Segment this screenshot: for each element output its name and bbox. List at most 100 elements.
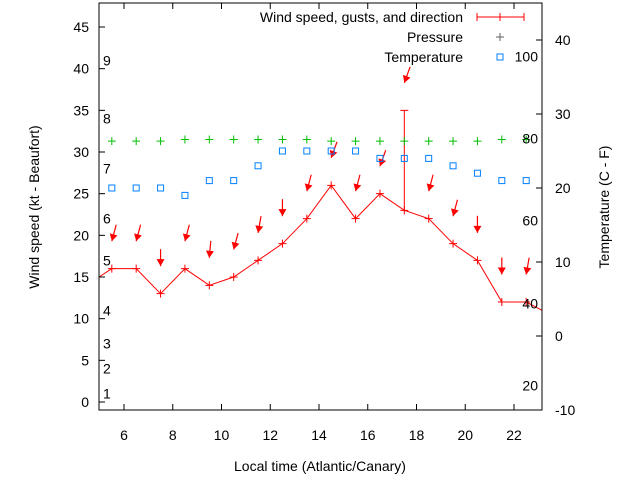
pressure-point (180, 135, 189, 144)
wind-direction-arrowhead (278, 209, 287, 217)
y-tick-label: 10 (73, 311, 89, 327)
y2-tick-label: 40 (555, 32, 571, 48)
temperature-point (205, 177, 213, 185)
pressure-point (156, 137, 165, 146)
pressure-point (400, 137, 409, 146)
wind-speed-point (180, 264, 189, 273)
temperature-point (473, 169, 481, 177)
temperature-point (157, 184, 165, 192)
wind-direction-arrowhead (255, 225, 264, 233)
wind-speed-point (205, 281, 214, 290)
temperature-point (303, 147, 311, 155)
temperature-point (449, 162, 457, 170)
temperature-point (400, 154, 408, 162)
beaufort-label: 8 (103, 111, 111, 127)
legend-marker-wind (476, 13, 525, 21)
temperature-point (327, 147, 335, 155)
beaufort-label: 2 (103, 361, 111, 377)
wind-direction-arrowhead (304, 183, 313, 192)
wind-speed-point (449, 239, 458, 248)
wind-direction-arrowhead (231, 241, 240, 250)
y-tick-label: 5 (81, 352, 89, 368)
x-tick-label: 22 (506, 427, 522, 443)
wind-direction-arrowhead (451, 208, 459, 217)
wind-direction-arrowhead (134, 233, 142, 242)
wind-speed-point (424, 214, 433, 223)
pressure-point (132, 137, 141, 146)
legend-marker-temperature (496, 53, 504, 61)
temperature-point (425, 154, 433, 162)
y-tick-label: 30 (73, 144, 89, 160)
beaufort-label: 5 (103, 252, 111, 268)
y2-tick-label: -10 (555, 402, 575, 418)
pressure-point (351, 137, 360, 146)
wind-speed-point (254, 256, 263, 265)
wind-direction-arrowhead (497, 267, 506, 275)
beaufort-label: 4 (103, 302, 111, 318)
wind-direction-arrowhead (402, 74, 411, 83)
y2-tick-label: 10 (555, 254, 571, 270)
legend-marker-pressure (496, 33, 504, 41)
wind-speed-point (229, 273, 238, 282)
y-tick-label: 35 (73, 102, 89, 118)
temperature-point (278, 147, 286, 155)
pressure-point (229, 135, 238, 144)
wind-speed-point (107, 264, 116, 273)
wind-speed-point (302, 214, 311, 223)
wind-direction-arrowhead (205, 250, 214, 258)
pressure-point (497, 135, 506, 144)
wind-speed-point (473, 256, 482, 265)
wind-direction-arrowhead (523, 266, 532, 275)
x-tick-label: 16 (360, 427, 376, 443)
beaufort-label: 7 (103, 161, 111, 177)
pressure-point (375, 137, 384, 146)
legend: Wind speed, gusts, and direction Pressur… (260, 9, 525, 65)
fahrenheit-label: 80 (522, 130, 538, 146)
legend-label-temperature: Temperature (384, 49, 463, 65)
y-axis-label: Wind speed (kt - Beaufort) (26, 125, 42, 288)
x-tick-label: 20 (457, 427, 473, 443)
y2-tick-label: 0 (555, 328, 563, 344)
x-tick-label: 18 (409, 427, 425, 443)
beaufort-label: 6 (103, 211, 111, 227)
beaufort-label: 1 (103, 386, 111, 402)
temperature-point (498, 177, 506, 185)
pressure-point (278, 135, 287, 144)
pressure-point (254, 135, 263, 144)
wind-direction-arrowhead (473, 225, 482, 233)
wind-speed-point (132, 264, 141, 273)
wind-direction-arrowhead (156, 259, 165, 267)
fahrenheit-label: 40 (522, 295, 538, 311)
fahrenheit-label: 20 (522, 378, 538, 394)
pressure-point (424, 137, 433, 146)
wind-speed-point (375, 189, 384, 198)
x-tick-label: 12 (262, 427, 278, 443)
wind-speed-point (278, 239, 287, 248)
wind-direction-arrowhead (109, 233, 118, 242)
temperature-point (181, 191, 189, 199)
temperature-point (254, 162, 262, 170)
y-tick-label: 0 (81, 394, 89, 410)
beaufort-label: 3 (103, 336, 111, 352)
axes: 6 8 10 12 14 16 18 20 22051015202530354045-10010… (73, 2, 575, 443)
beaufort-label: 9 (103, 52, 111, 68)
wind-direction-arrowhead (426, 183, 435, 192)
wind-direction-arrowhead (353, 183, 362, 192)
x-axis-label: Local time (Atlantic/Canary) (234, 458, 406, 474)
fahrenheit-label: 100 (515, 48, 539, 64)
y-tick-label: 20 (73, 227, 89, 243)
temperature-point (132, 184, 140, 192)
wind-speed-point (522, 298, 531, 307)
wind-speed-point (351, 214, 360, 223)
wind-speed-point (497, 298, 506, 307)
pressure-point (302, 135, 311, 144)
wind-gust-bar (400, 109, 409, 211)
pressure-point (205, 135, 214, 144)
y2-axis-label: Temperature (C - F) (596, 146, 612, 269)
wind-direction-arrowhead (378, 158, 387, 167)
x-tick-label: 10 (214, 427, 230, 443)
y-tick-label: 15 (73, 269, 89, 285)
fahrenheit-label: 60 (522, 213, 538, 229)
temperature-point (230, 177, 238, 185)
